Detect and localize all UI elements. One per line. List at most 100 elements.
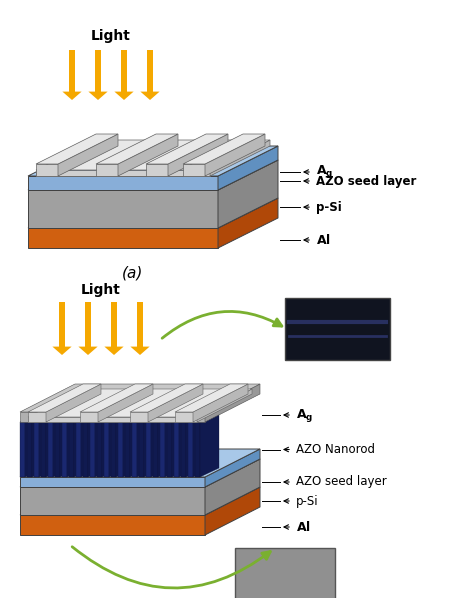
Polygon shape — [53, 347, 72, 355]
Polygon shape — [83, 422, 88, 477]
Polygon shape — [55, 422, 60, 477]
Polygon shape — [151, 413, 170, 477]
Polygon shape — [96, 164, 118, 176]
Polygon shape — [20, 477, 205, 487]
Polygon shape — [118, 422, 123, 477]
Polygon shape — [195, 413, 219, 422]
Polygon shape — [20, 449, 260, 477]
Text: $\mathbf{Al}$: $\mathbf{Al}$ — [316, 233, 331, 247]
Polygon shape — [90, 422, 95, 477]
Polygon shape — [67, 413, 86, 477]
Polygon shape — [34, 422, 39, 477]
Text: $\mathbf{Al}$: $\mathbf{Al}$ — [296, 520, 311, 534]
Polygon shape — [205, 384, 260, 422]
Polygon shape — [210, 140, 270, 176]
Text: Light: Light — [91, 29, 131, 43]
Polygon shape — [60, 413, 79, 477]
Polygon shape — [181, 413, 205, 422]
Polygon shape — [130, 412, 148, 422]
Polygon shape — [147, 50, 153, 91]
Polygon shape — [55, 413, 79, 422]
Bar — [235, 548, 335, 598]
Polygon shape — [174, 413, 198, 422]
Polygon shape — [78, 347, 98, 355]
Polygon shape — [168, 134, 228, 176]
Polygon shape — [114, 91, 134, 100]
Polygon shape — [130, 347, 150, 355]
Polygon shape — [88, 91, 108, 100]
Polygon shape — [36, 164, 58, 176]
Polygon shape — [205, 449, 260, 487]
Polygon shape — [121, 50, 127, 91]
Polygon shape — [125, 413, 149, 422]
Polygon shape — [195, 422, 200, 477]
Polygon shape — [118, 134, 178, 176]
Polygon shape — [83, 413, 107, 422]
Polygon shape — [28, 228, 218, 248]
Polygon shape — [186, 413, 205, 477]
Polygon shape — [28, 417, 197, 422]
Polygon shape — [160, 413, 184, 422]
Polygon shape — [132, 413, 156, 422]
Polygon shape — [80, 384, 153, 412]
Polygon shape — [153, 413, 177, 422]
Text: $\mathbf{A_g}$: $\mathbf{A_g}$ — [296, 407, 313, 423]
Text: p-Si: p-Si — [316, 200, 342, 213]
Polygon shape — [130, 413, 149, 477]
Polygon shape — [39, 413, 58, 477]
Polygon shape — [148, 384, 203, 422]
Polygon shape — [27, 413, 51, 422]
Polygon shape — [102, 413, 121, 477]
Polygon shape — [69, 422, 74, 477]
Polygon shape — [96, 134, 178, 164]
Polygon shape — [62, 413, 86, 422]
Polygon shape — [28, 176, 218, 190]
Polygon shape — [158, 413, 177, 477]
Polygon shape — [146, 422, 151, 477]
Polygon shape — [146, 413, 170, 422]
Polygon shape — [46, 413, 65, 477]
Polygon shape — [188, 413, 212, 422]
Polygon shape — [193, 413, 212, 477]
Polygon shape — [193, 384, 248, 422]
Polygon shape — [179, 413, 198, 477]
Polygon shape — [144, 413, 163, 477]
Polygon shape — [218, 198, 278, 248]
Polygon shape — [200, 413, 219, 477]
Polygon shape — [20, 413, 44, 422]
Polygon shape — [41, 413, 65, 422]
Polygon shape — [88, 413, 107, 477]
Polygon shape — [20, 487, 205, 515]
Polygon shape — [46, 384, 101, 422]
Polygon shape — [80, 412, 98, 422]
Text: AZO Nanorod: AZO Nanorod — [296, 443, 375, 456]
Polygon shape — [205, 134, 265, 176]
Polygon shape — [97, 413, 121, 422]
Polygon shape — [118, 413, 142, 422]
Polygon shape — [139, 422, 144, 477]
Polygon shape — [32, 413, 51, 477]
Text: AZO seed layer: AZO seed layer — [296, 475, 387, 489]
Polygon shape — [63, 91, 82, 100]
Polygon shape — [146, 164, 168, 176]
Polygon shape — [36, 170, 210, 176]
Polygon shape — [20, 459, 260, 487]
Polygon shape — [81, 413, 100, 477]
Polygon shape — [59, 302, 65, 347]
Polygon shape — [188, 422, 193, 477]
Polygon shape — [20, 487, 260, 515]
Polygon shape — [104, 347, 124, 355]
Polygon shape — [69, 413, 93, 422]
Polygon shape — [20, 412, 205, 422]
Text: AZO seed layer: AZO seed layer — [316, 175, 416, 188]
Polygon shape — [20, 422, 25, 477]
Text: Light: Light — [81, 283, 121, 297]
Polygon shape — [20, 515, 205, 535]
FancyArrowPatch shape — [162, 312, 282, 338]
Polygon shape — [125, 422, 130, 477]
Polygon shape — [90, 413, 114, 422]
Polygon shape — [153, 422, 158, 477]
Polygon shape — [146, 134, 228, 164]
Polygon shape — [167, 413, 191, 422]
Polygon shape — [160, 422, 165, 477]
